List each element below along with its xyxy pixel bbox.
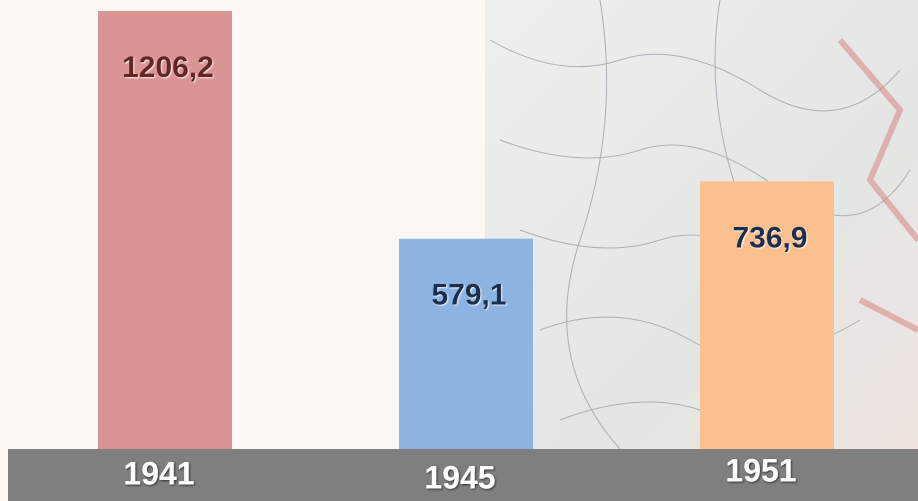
x-tick-label: 1951 — [725, 452, 796, 488]
value-label: 579,1 — [431, 279, 506, 312]
bar — [399, 239, 533, 449]
chart: 1206,2 1941 579,1 1945 736,9 1951 — [0, 0, 918, 501]
value-label: 1206,2 — [122, 51, 214, 84]
x-tick-label: 1941 — [123, 455, 194, 491]
x-tick-label: 1945 — [424, 459, 495, 495]
value-label: 736,9 — [732, 221, 807, 254]
